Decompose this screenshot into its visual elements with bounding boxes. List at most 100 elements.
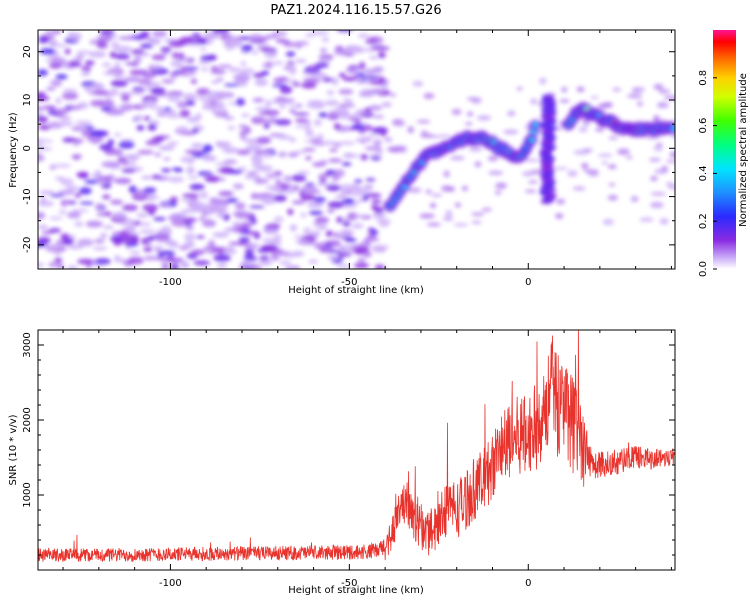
spectrogram-cell bbox=[193, 260, 211, 266]
spectrogram-cell bbox=[263, 122, 270, 129]
spectrogram-cell bbox=[507, 110, 516, 117]
spectrogram-cell bbox=[214, 162, 232, 166]
spectrogram-cell bbox=[356, 199, 365, 203]
spectrogram-cell bbox=[136, 124, 145, 131]
spectrogram-cell bbox=[336, 30, 353, 33]
spectrogram-cell bbox=[121, 94, 130, 102]
spectrogram-cell bbox=[147, 124, 157, 131]
spectrogram-cell bbox=[65, 185, 79, 192]
spectrogram-cell bbox=[271, 61, 284, 65]
spectrogram-cell bbox=[125, 241, 139, 247]
spectrogram-cell bbox=[438, 134, 451, 138]
spectrogram-cell bbox=[602, 218, 614, 226]
spectrogram-cell bbox=[67, 105, 82, 111]
spectrogram-cell bbox=[311, 30, 329, 36]
spectrogram-cell bbox=[362, 196, 369, 202]
spectrogram-cell bbox=[287, 151, 299, 158]
spectrogram-cell bbox=[223, 115, 235, 121]
spectrogram-cell bbox=[659, 218, 669, 225]
spectrogram-cell bbox=[101, 62, 112, 67]
spectrogram-cell bbox=[258, 111, 273, 116]
spectrogram-cell bbox=[370, 156, 382, 161]
spectrogram-cell bbox=[349, 185, 362, 192]
spectrogram-cell bbox=[608, 182, 616, 187]
spectrogram-cell bbox=[210, 103, 226, 107]
spectrogram-cell bbox=[429, 202, 437, 209]
spectrogram-cell bbox=[151, 106, 165, 110]
spectrogram-cell bbox=[171, 51, 180, 59]
spectrogram-cell bbox=[114, 45, 133, 54]
spectrogram-cell bbox=[185, 166, 196, 175]
spectrogram-cell bbox=[324, 101, 340, 107]
spectrogram-cell bbox=[325, 230, 333, 237]
spectrogram-cell bbox=[332, 142, 342, 147]
spectrogram-cell bbox=[188, 202, 201, 207]
spectrogram-cell bbox=[212, 30, 230, 34]
spectrogram-cell bbox=[263, 228, 279, 235]
spectrogram-cell bbox=[122, 218, 136, 226]
spectrogram-cell bbox=[228, 67, 241, 73]
spectrogram-cell bbox=[295, 43, 302, 49]
spectrogram-cell bbox=[199, 217, 206, 221]
spectrogram-cell bbox=[529, 138, 535, 142]
spectrogram-cell bbox=[274, 119, 292, 126]
spectrogram-cell bbox=[454, 202, 462, 208]
spectrogram-cell bbox=[102, 194, 111, 200]
spectrogram-cell bbox=[218, 92, 232, 98]
spectrogram-cell bbox=[73, 154, 80, 161]
spectrogram-cell bbox=[38, 200, 54, 207]
spectrogram-cell bbox=[180, 198, 197, 202]
spectrogram-cell bbox=[195, 112, 202, 121]
spectrogram-cell bbox=[244, 243, 260, 249]
spectrogram-cell bbox=[243, 126, 252, 135]
spectrogram-cell bbox=[202, 98, 211, 106]
spectrogram-cell bbox=[288, 266, 297, 269]
spectrogram-y-ticks: -20 -10 0 10 20 bbox=[22, 45, 675, 270]
spectrogram-cell bbox=[212, 232, 230, 238]
spectrogram-cell bbox=[184, 233, 196, 241]
spectrogram-cell bbox=[358, 61, 366, 70]
spectrogram-cell bbox=[48, 261, 58, 268]
spectrogram-cell bbox=[293, 235, 303, 239]
spectrogram-cell bbox=[100, 106, 112, 112]
spectrogram-cell bbox=[368, 80, 385, 85]
spectrogram-cell bbox=[227, 125, 236, 131]
spectrogram-cell bbox=[133, 56, 142, 65]
spectrogram-cell bbox=[241, 113, 250, 118]
spectrogram-cell bbox=[210, 66, 219, 70]
spectrogram-cell bbox=[319, 160, 329, 165]
spectrogram-cell bbox=[45, 244, 61, 248]
spectrogram-cell bbox=[145, 241, 152, 247]
spectrogram-cell bbox=[304, 120, 312, 126]
spectrogram-cell bbox=[264, 34, 279, 39]
spectrogram-cell bbox=[225, 45, 235, 51]
spectrogram-cell bbox=[371, 46, 390, 51]
spectrogram-cell bbox=[277, 135, 292, 140]
spectrogram-cell bbox=[121, 168, 136, 173]
spectrogram-cell bbox=[66, 211, 81, 219]
spectrogram-cell bbox=[342, 221, 351, 227]
spectrogram-cell bbox=[62, 88, 78, 93]
spectrogram-cell bbox=[160, 46, 172, 52]
spectrogram-cell bbox=[524, 158, 539, 162]
spectrogram-cell bbox=[669, 151, 675, 158]
spectrogram-cell bbox=[338, 245, 346, 252]
spectrogram-cell bbox=[329, 148, 339, 152]
spectrogram-cell bbox=[292, 82, 301, 87]
spectrogram-cell bbox=[152, 30, 168, 38]
spectrogram-cell bbox=[93, 89, 110, 96]
spectrogram-cell bbox=[96, 212, 106, 217]
spectrogram-cell bbox=[114, 61, 121, 70]
spectrogram-cell bbox=[139, 229, 157, 234]
colorbar-label: Normalized spectral amplitude bbox=[738, 73, 749, 227]
spectrogram-cell bbox=[348, 65, 358, 69]
spectrogram-cell bbox=[109, 199, 124, 205]
spectrogram-cell bbox=[653, 83, 664, 90]
spectrogram-cell bbox=[372, 211, 386, 220]
spectrogram-cell bbox=[196, 96, 206, 101]
spectrogram-cell bbox=[576, 86, 585, 93]
spectrogram-cell bbox=[650, 192, 667, 196]
spectrogram-cell bbox=[152, 136, 166, 141]
spectrogram-cell bbox=[338, 88, 354, 95]
spectrogram-x-ticks: -100 -50 0 bbox=[62, 30, 672, 288]
